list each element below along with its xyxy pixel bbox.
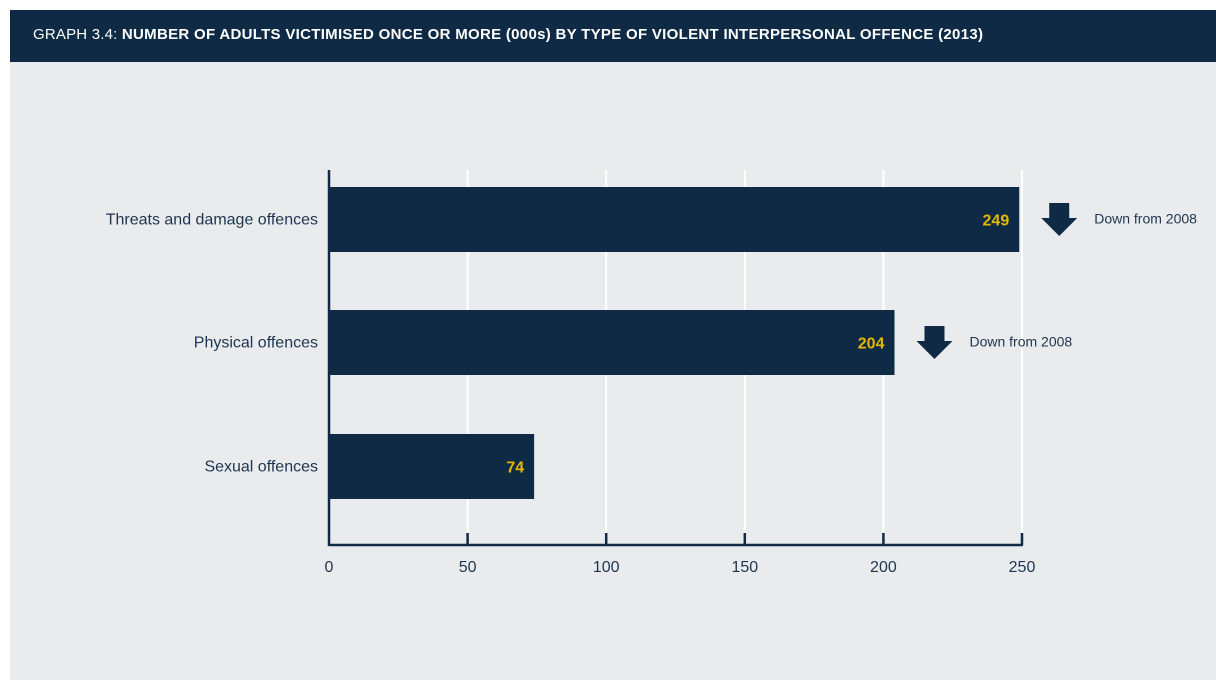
down-arrow-icon <box>1041 203 1078 236</box>
value-label: 249 <box>983 213 1010 230</box>
bar-chart: 0 50 100 150 200 250 Threats and damage offenc… <box>106 170 1197 576</box>
annotation-text: Down from 2008 <box>1094 211 1197 227</box>
x-tick-label: 150 <box>731 559 758 576</box>
value-label: 204 <box>858 336 885 353</box>
category-label: Sexual offences <box>204 459 318 476</box>
x-tick-label: 50 <box>459 559 477 576</box>
bar <box>329 187 1020 252</box>
category-label: Threats and damage offences <box>106 212 318 229</box>
value-label: 74 <box>506 460 524 477</box>
graph-number: GRAPH 3.4: <box>33 26 122 43</box>
chart-panel: GRAPH 3.4: NUMBER OF ADULTS VICTIMISED O… <box>10 10 1216 680</box>
category-label: Physical offences <box>194 335 318 352</box>
bar <box>329 310 895 375</box>
x-tick-label: 250 <box>1009 559 1036 576</box>
down-arrow-icon <box>916 326 953 359</box>
annotation-text: Down from 2008 <box>969 334 1072 350</box>
x-tick-label: 0 <box>325 559 334 576</box>
chart-header: GRAPH 3.4: NUMBER OF ADULTS VICTIMISED O… <box>10 10 1216 62</box>
x-tick-label: 200 <box>870 559 897 576</box>
chart-title: NUMBER OF ADULTS VICTIMISED ONCE OR MORE… <box>121 26 984 43</box>
bar <box>329 434 535 499</box>
x-tick-label: 100 <box>593 559 620 576</box>
